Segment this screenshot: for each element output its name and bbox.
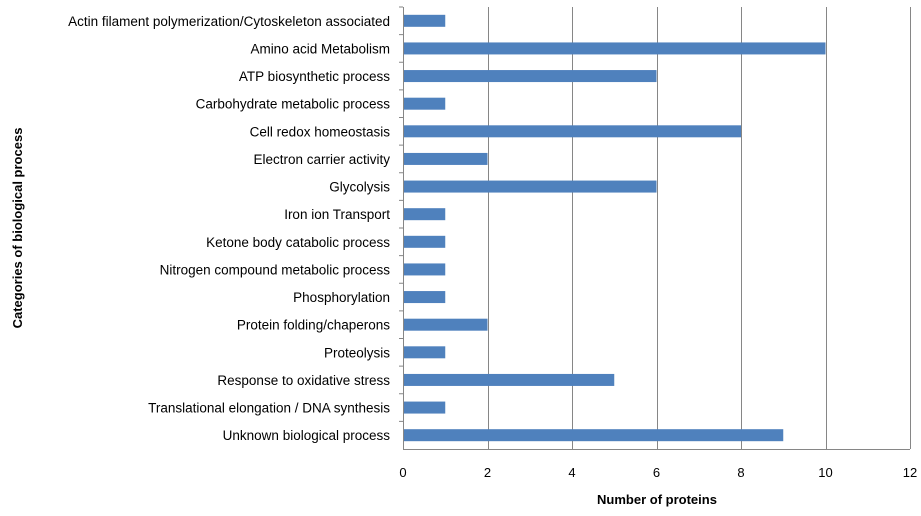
x-axis-title: Number of proteins bbox=[597, 492, 717, 507]
category-label-9: Nitrogen compound metabolic process bbox=[160, 262, 391, 277]
category-label-1: Amino acid Metabolism bbox=[250, 41, 390, 56]
category-label-8: Ketone body catabolic process bbox=[206, 235, 390, 250]
x-tick-label-4: 4 bbox=[568, 465, 575, 480]
y-axis-title: Categories of biological process bbox=[10, 128, 25, 329]
bar-12 bbox=[403, 346, 446, 359]
category-label-0: Actin filament polymerization/Cytoskelet… bbox=[68, 14, 390, 29]
category-label-13: Response to oxidative stress bbox=[217, 373, 390, 388]
x-tick-label-8: 8 bbox=[737, 465, 744, 480]
x-tick-labels: 0 2 4 6 8 10 12 bbox=[399, 465, 917, 480]
category-labels: Actin filament polymerization/Cytoskelet… bbox=[68, 6, 403, 443]
bar-11 bbox=[403, 318, 488, 331]
category-label-5: Electron carrier activity bbox=[253, 152, 390, 167]
x-tick-label-6: 6 bbox=[653, 465, 660, 480]
bar-5 bbox=[403, 152, 488, 165]
bar-0 bbox=[403, 14, 446, 27]
bar-14 bbox=[403, 401, 446, 414]
x-tick-label-12: 12 bbox=[903, 465, 917, 480]
bar-7 bbox=[403, 208, 446, 221]
category-label-6: Glycolysis bbox=[329, 180, 390, 195]
category-label-14: Translational elongation / DNA synthesis bbox=[148, 401, 390, 416]
bars bbox=[403, 14, 826, 442]
category-label-2: ATP biosynthetic process bbox=[239, 69, 390, 84]
category-label-10: Phosphorylation bbox=[293, 290, 390, 305]
bar-13 bbox=[403, 373, 615, 386]
bar-15 bbox=[403, 429, 784, 442]
bar-3 bbox=[403, 97, 446, 110]
bar-2 bbox=[403, 70, 657, 83]
category-label-12: Proteolysis bbox=[324, 345, 390, 360]
x-tick-label-2: 2 bbox=[484, 465, 491, 480]
bar-4 bbox=[403, 125, 741, 138]
bar-1 bbox=[403, 42, 826, 55]
category-label-15: Unknown biological process bbox=[223, 428, 391, 443]
bar-6 bbox=[403, 180, 657, 193]
x-tick-label-10: 10 bbox=[818, 465, 832, 480]
x-tick-label-0: 0 bbox=[399, 465, 406, 480]
bar-9 bbox=[403, 263, 446, 276]
bar-10 bbox=[403, 291, 446, 304]
category-label-4: Cell redox homeostasis bbox=[250, 124, 391, 139]
category-label-3: Carbohydrate metabolic process bbox=[196, 97, 391, 112]
category-label-7: Iron ion Transport bbox=[284, 207, 390, 222]
category-label-11: Protein folding/chaperons bbox=[237, 318, 390, 333]
bar-8 bbox=[403, 235, 446, 248]
